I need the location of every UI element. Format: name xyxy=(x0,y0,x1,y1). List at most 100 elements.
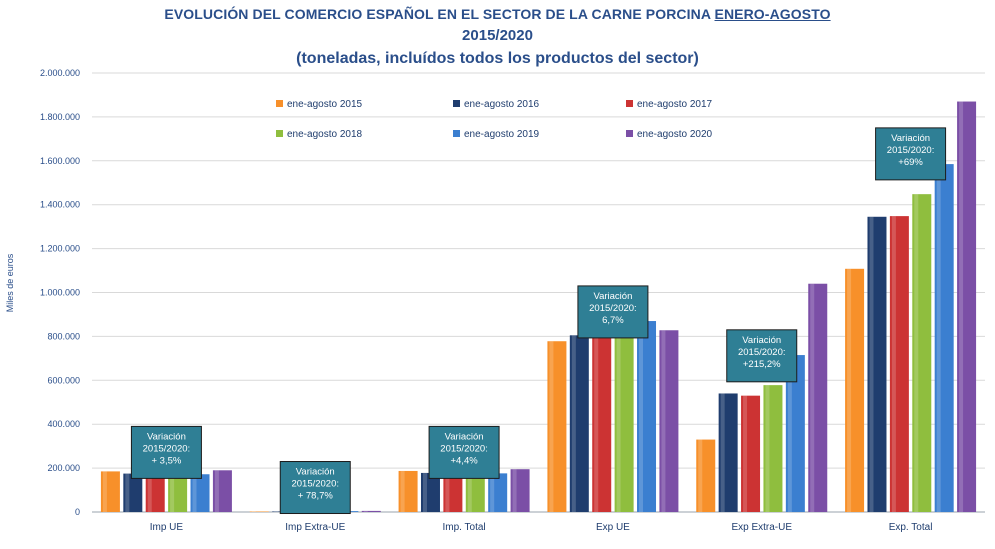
bar xyxy=(145,470,165,512)
y-tick-label: 0 xyxy=(75,507,80,517)
bar-highlight xyxy=(743,395,748,512)
legend-swatch xyxy=(276,100,283,107)
bar-highlight xyxy=(698,439,703,512)
bar-highlight xyxy=(445,470,450,512)
bar-highlight xyxy=(891,216,896,512)
bar xyxy=(123,473,143,512)
bar-highlight xyxy=(810,283,815,512)
bar-highlight xyxy=(869,216,874,512)
legend-label: ene-agosto 2017 xyxy=(637,99,713,110)
callout-text: 2015/2020: xyxy=(440,443,488,454)
bar xyxy=(934,164,954,512)
bar-highlight xyxy=(616,321,621,512)
bar xyxy=(845,268,865,512)
bar xyxy=(889,216,909,512)
legend-label: ene-agosto 2019 xyxy=(464,129,540,140)
callout-text: 2015/2020: xyxy=(143,443,191,454)
callout-box xyxy=(428,425,500,479)
bar-highlight xyxy=(274,511,279,512)
bar-highlight xyxy=(787,355,792,512)
callout-text: + 3,5% xyxy=(151,455,181,466)
bar-highlight xyxy=(192,474,197,512)
bar xyxy=(614,321,634,512)
bar-highlight xyxy=(251,511,256,512)
legend-label: ene-agosto 2015 xyxy=(287,99,363,110)
bar xyxy=(785,355,805,512)
chart-title-years: 2015/2020 xyxy=(462,27,533,44)
callout-text: +69% xyxy=(898,157,923,168)
legend-swatch xyxy=(276,130,283,137)
callout-text: Variación xyxy=(296,467,335,478)
bar-highlight xyxy=(639,321,644,512)
y-tick-label: 1.600.000 xyxy=(40,156,80,166)
bar xyxy=(249,511,269,512)
callout-text: 2015/2020: xyxy=(589,303,637,314)
bar xyxy=(867,216,887,512)
x-tick-label: Imp UE xyxy=(150,522,184,533)
bar xyxy=(398,470,418,512)
callout-text: Variación xyxy=(593,291,632,302)
bar xyxy=(808,283,828,512)
chart-title-underlined: ENERO-AGOSTO xyxy=(714,6,831,22)
x-tick-label: Exp Extra-UE xyxy=(731,522,792,533)
legend-label: ene-agosto 2016 xyxy=(464,99,540,110)
bar xyxy=(547,341,567,512)
bar xyxy=(718,393,738,512)
bar xyxy=(361,510,381,512)
bar xyxy=(763,385,783,512)
callout-box xyxy=(726,329,798,383)
callout-text: +4,4% xyxy=(450,455,478,466)
chart-subtitle: (toneladas, incluídos todos los producto… xyxy=(296,50,699,67)
y-tick-label: 1.000.000 xyxy=(40,288,80,298)
callout-text: 6,7% xyxy=(602,315,624,326)
bar-highlight xyxy=(936,164,941,512)
y-tick-label: 800.000 xyxy=(47,331,80,341)
bar-highlight xyxy=(400,470,405,512)
bar-highlight xyxy=(102,471,107,512)
bar xyxy=(100,471,120,512)
chart-title-text: EVOLUCIÓN DEL COMERCIO ESPAÑOL EN EL SEC… xyxy=(164,6,715,22)
chart-title: EVOLUCIÓN DEL COMERCIO ESPAÑOL EN EL SEC… xyxy=(0,6,995,22)
legend-label: ene-agosto 2018 xyxy=(287,129,363,140)
y-tick-label: 1.400.000 xyxy=(40,200,80,210)
bar xyxy=(592,332,612,512)
bar xyxy=(741,395,761,512)
bar xyxy=(696,439,716,512)
legend-swatch xyxy=(626,130,633,137)
bar xyxy=(569,335,589,512)
callout-box xyxy=(577,285,649,339)
bar-highlight xyxy=(170,473,175,512)
bar-highlight xyxy=(125,473,130,512)
bar-highlight xyxy=(765,385,770,512)
bar-highlight xyxy=(467,472,472,512)
bar-highlight xyxy=(422,472,427,512)
bar xyxy=(190,474,210,512)
legend-swatch xyxy=(626,100,633,107)
callout-text: Variación xyxy=(891,133,930,144)
bar-highlight xyxy=(720,393,725,512)
bar-highlight xyxy=(512,469,517,512)
callout-box xyxy=(279,461,351,515)
y-tick-label: 1.200.000 xyxy=(40,244,80,254)
legend-swatch xyxy=(453,130,460,137)
y-tick-label: 2.000.000 xyxy=(40,68,80,78)
callout-text: Variación xyxy=(147,431,186,442)
bar-highlight xyxy=(571,335,576,512)
x-tick-label: Exp. Total xyxy=(889,522,933,533)
bar xyxy=(510,469,530,512)
callout-text: 2015/2020: xyxy=(887,145,935,156)
callout-box xyxy=(875,127,947,181)
bar-highlight xyxy=(147,470,152,512)
legend-label: ene-agosto 2020 xyxy=(637,129,713,140)
bar xyxy=(957,101,977,512)
y-tick-label: 200.000 xyxy=(47,463,80,473)
bar xyxy=(659,330,679,512)
bar-highlight xyxy=(594,332,599,512)
